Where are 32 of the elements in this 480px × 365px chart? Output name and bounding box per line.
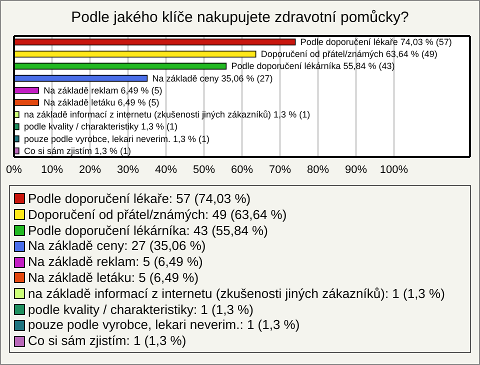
text: pouze podle vyrobce, lekari neverim.: 1 (1,3 %) (28, 317, 300, 334)
data-label: Podle doporučení lékárníka 55,84 % (43) (231, 61, 395, 72)
chart-title: Podle jakého klíče nakupujete zdravotní pomůcky? (70, 9, 410, 28)
x-tick-label: 60% (230, 164, 254, 176)
data-label: pouze podle vyrobce, lekari neverim. 1,3 % (1) (24, 134, 210, 144)
data-label: Na základě letáku 6,49 % (5) (44, 98, 160, 108)
x-tick-label: 100% (380, 164, 408, 176)
x-tick-label: 10% (40, 164, 64, 176)
text: Na základě reklam: 5 (6,49 %) (28, 254, 203, 270)
data-label: Na základě reklam 6,49 % (5) (44, 85, 162, 96)
x-tick-label: 0% (6, 164, 22, 176)
text: podle kvality / charakteristiky: 1 (1,3 %) (28, 302, 254, 318)
x-tick-label: 90% (344, 164, 368, 176)
data-label: podle kvality / charakteristiky 1,3 % (1) (24, 122, 178, 132)
data-label: Co si sám zjistím 1,3 % (1) (24, 146, 131, 156)
text: Doporučení od přátel/známých: 49 (63,64 %) (28, 206, 287, 223)
data-label: Doporučení od přátel/známých 63,64 % (49) (260, 49, 438, 60)
text: Na základě letáku: 5 (6,49 %) (28, 270, 199, 286)
text: Podle doporučení lékaře: 57 (74,03 %) (28, 191, 251, 207)
text: Na základě ceny: 27 (35,06 %) (28, 238, 206, 254)
text: Podle doporučení lékárníka: 43 (55,84 %) (28, 222, 268, 238)
text: na základě informací z internetu (zkušenosti jiných zákazníků): 1 (1,3 %) (28, 286, 445, 302)
data-label: Podle doporučení lékaře 74,03 % (57) (300, 37, 452, 47)
data-label: na základě informací z internetu (zkušenosti jiných zákazníků) 1,3 % (1) (24, 110, 310, 120)
x-tick-label: 20% (78, 164, 102, 176)
x-tick-label: 80% (306, 164, 330, 176)
x-tick-label: 50% (192, 164, 216, 176)
x-tick-label: 30% (116, 164, 140, 176)
x-tick-label: 40% (154, 164, 178, 176)
x-tick-label: 70% (268, 164, 292, 176)
text: Co si sám zjistím: 1 (1,3 %) (28, 333, 186, 349)
data-label: Na základě ceny 35,06 % (27) (152, 73, 273, 84)
